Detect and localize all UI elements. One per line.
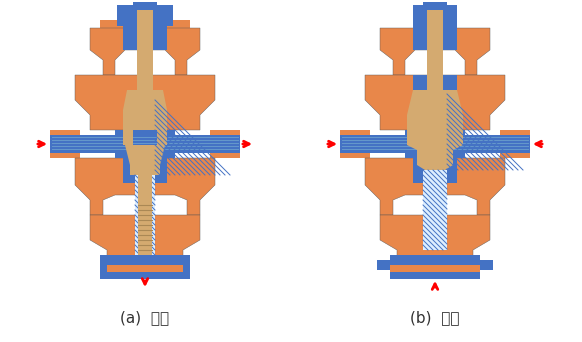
Polygon shape <box>365 158 505 215</box>
Bar <box>390 255 480 275</box>
Bar <box>340 135 530 153</box>
Bar <box>100 20 190 42</box>
Bar <box>377 260 391 270</box>
Polygon shape <box>365 75 505 130</box>
Bar <box>427 10 443 95</box>
Polygon shape <box>75 158 215 215</box>
Bar <box>390 265 480 279</box>
Bar <box>117 18 173 26</box>
Bar <box>107 265 183 279</box>
Polygon shape <box>90 28 200 75</box>
Bar <box>123 158 167 183</box>
Bar <box>50 135 240 153</box>
Bar <box>50 130 80 158</box>
Bar <box>137 10 153 95</box>
Bar <box>413 75 457 100</box>
Bar <box>500 130 530 158</box>
Bar <box>123 5 167 33</box>
Bar <box>133 2 157 12</box>
Polygon shape <box>407 90 463 170</box>
Bar <box>100 255 190 275</box>
Bar <box>138 165 152 255</box>
Bar <box>423 170 447 250</box>
Bar <box>135 175 155 255</box>
Bar <box>123 28 167 50</box>
Bar <box>100 272 190 279</box>
Polygon shape <box>123 90 167 145</box>
Bar <box>210 130 240 158</box>
Bar <box>390 272 480 279</box>
Polygon shape <box>380 28 490 75</box>
Bar <box>413 158 457 183</box>
Bar <box>405 130 465 158</box>
Bar <box>140 10 150 95</box>
Bar <box>115 130 175 158</box>
Polygon shape <box>75 75 215 130</box>
Bar <box>340 130 370 158</box>
Polygon shape <box>90 215 200 265</box>
Bar <box>413 28 457 50</box>
Bar <box>413 5 457 33</box>
Bar <box>117 5 173 23</box>
Text: (b)  合流: (b) 合流 <box>410 311 460 326</box>
Polygon shape <box>125 145 165 175</box>
Polygon shape <box>380 215 490 265</box>
Bar <box>423 2 447 12</box>
Bar <box>479 260 493 270</box>
Text: (a)  分流: (a) 分流 <box>120 311 169 326</box>
